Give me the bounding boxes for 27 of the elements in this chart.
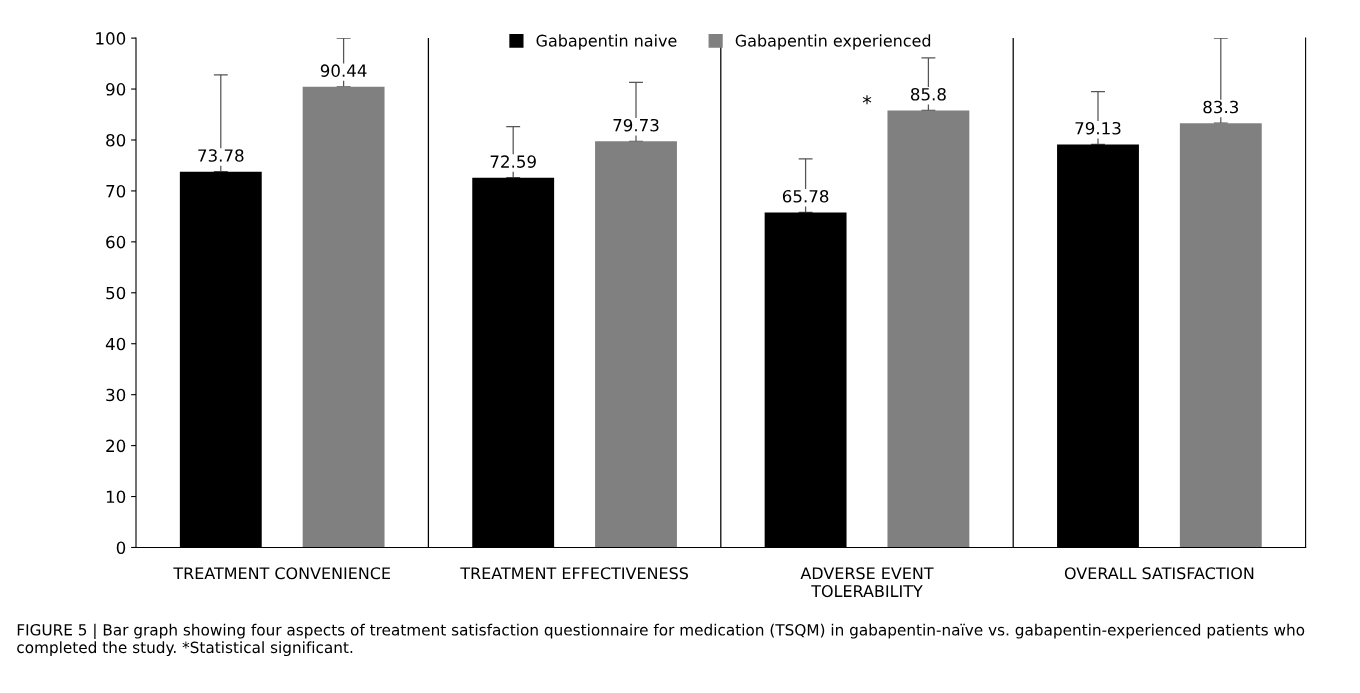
- data-label: 79.73: [613, 118, 659, 132]
- y-tick-label: 60: [106, 235, 126, 249]
- x-tick-label: TREATMENT CONVENIENCE: [173, 567, 391, 580]
- data-label: 83.3: [1203, 100, 1239, 114]
- data-label: 85.8: [910, 87, 946, 101]
- caption: FIGURE 5 | Bar graph showing four aspects of treatment satisfaction questionnaire for medication (TSQM) in gabapentin-naïve vs. gabapentin-experienced patients who completed the study. *Statistical significant.: [17, 623, 1305, 657]
- y-tick-label: 80: [106, 133, 126, 147]
- legend-label: Gabapentin naive: [536, 34, 677, 50]
- data-label: 72.59: [490, 155, 536, 168]
- y-tick-label: 30: [106, 388, 126, 402]
- y-tick-label: 20: [106, 439, 126, 453]
- data-label: 79.13: [1075, 121, 1121, 135]
- y-tick-label: 100: [96, 32, 126, 45]
- y-tick-label: 90: [106, 83, 126, 96]
- y-tick-label: 70: [106, 184, 126, 198]
- y-tick-label: 40: [105, 337, 126, 351]
- y-tick-label: 0: [116, 541, 126, 555]
- y-tick-label: 50: [106, 286, 126, 300]
- x-tick-label: ADVERSE EVENT TOLERABILITY: [800, 567, 934, 598]
- legend-label: Gabapentin experienced: [735, 34, 931, 50]
- y-tick-label: 10: [106, 490, 126, 504]
- data-label: 65.78: [782, 189, 829, 203]
- x-tick-label: OVERALL SATISFACTION: [1064, 567, 1254, 580]
- annotation: *: [862, 95, 872, 105]
- data-label: 90.44: [320, 64, 367, 77]
- data-label: 73.78: [198, 149, 244, 162]
- x-tick-label: TREATMENT EFFECTIVENESS: [460, 567, 688, 580]
